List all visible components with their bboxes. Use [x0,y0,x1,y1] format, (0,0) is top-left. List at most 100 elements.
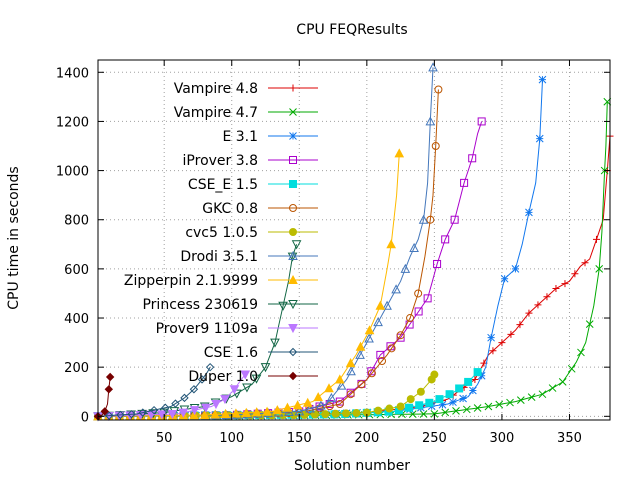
data-point [527,393,536,402]
data-point [342,409,351,418]
data-point [386,239,396,249]
data-point [171,399,180,408]
data-point [325,402,334,411]
data-point [178,408,189,418]
axes: 50 100 150 200 250 300 350 0 200 400 600 800 1000 120… [56,60,610,446]
data-point [473,404,482,412]
data-point [455,384,464,393]
data-point [180,393,189,403]
series-line [98,89,439,417]
y-tick-label: 0 [81,410,89,425]
y-tick-label: 800 [64,214,89,229]
data-point [585,320,594,329]
legend: Vampire 4.8 Vampire 4.7 E 3.1 iProver 3.8 CS… [124,81,318,385]
data-point [302,397,313,407]
data-point [406,314,415,323]
data-point [100,407,109,416]
data-point [357,380,366,389]
data-point [495,400,504,409]
legend-label: GKC 0.8 [202,201,258,217]
legend-swatch-marker [288,300,298,310]
data-point [498,339,506,347]
data-point [382,300,392,310]
data-point [326,392,337,402]
data-point [409,242,419,252]
data-point [400,263,411,273]
data-point [468,154,477,163]
data-point [345,358,356,368]
data-point [378,357,387,366]
series-layer [93,62,614,422]
data-point [167,410,178,420]
data-point [396,331,405,340]
grid [98,60,610,420]
data-point [189,410,199,420]
legend-label: Vampire 4.8 [174,81,258,97]
data-point [433,259,442,268]
data-point [262,406,272,416]
data-point [387,344,396,353]
data-point [567,364,576,373]
data-point [418,214,429,224]
x-tick-label: 250 [422,431,447,446]
data-point [104,411,114,420]
data-point [355,349,365,359]
data-point [251,407,262,417]
data-point [516,396,525,404]
data-point [310,410,319,419]
data-point [364,333,374,343]
data-point [435,395,444,404]
data-point [242,383,252,393]
data-point [506,398,514,407]
data-point [425,116,436,126]
data-point [284,406,294,416]
data-point [487,333,495,342]
data-point [231,389,242,399]
data-point [272,405,283,415]
data-point [374,406,383,415]
data-point [459,394,467,403]
data-point [423,294,432,303]
x-tick-label: 350 [557,431,582,446]
data-point [477,371,486,380]
data-point [305,403,315,413]
legend-label: Vampire 4.7 [174,105,258,121]
data-point [561,280,569,288]
legend-label: Prover9 1109a [156,321,258,337]
data-point [260,363,271,373]
data-point [414,289,423,298]
legend-swatch-marker [289,228,297,236]
data-point [571,270,579,278]
data-point [445,390,454,399]
series-line [98,121,483,417]
data-point [406,395,415,404]
data-point [516,321,524,329]
data-point [210,409,220,419]
legend-swatch-marker [288,324,298,334]
data-point [507,330,515,338]
data-point [525,309,533,317]
data-point [346,366,356,376]
data-point [441,408,450,417]
data-point [425,398,434,407]
data-point [335,397,344,406]
data-point [321,410,330,419]
data-point [270,338,280,348]
data-point [449,398,457,407]
data-point [229,385,240,395]
series-vampire-4-7 [94,97,612,421]
data-point [336,380,347,390]
data-point [316,400,326,410]
data-point [373,317,383,327]
x-tick-label: 150 [287,431,312,446]
data-point [201,403,211,413]
data-point [471,375,479,383]
data-point [346,390,355,399]
data-point [220,408,231,418]
data-point [434,85,443,94]
data-point [189,385,199,394]
data-point [391,284,401,294]
data-point [462,405,471,414]
data-point [592,235,600,243]
